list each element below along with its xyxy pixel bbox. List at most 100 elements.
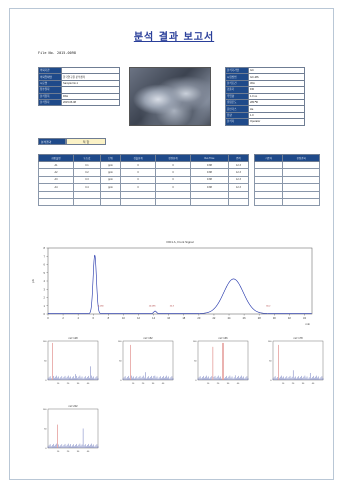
x-tick-label: 16	[167, 316, 170, 320]
x-tick-label: 20	[197, 316, 200, 320]
table-cell	[282, 197, 320, 207]
info-table-left: 의뢰기관 의뢰업체명 한국연구원 분석센터 시료명 Sample No.1 접수일자 분석항…	[38, 66, 120, 107]
table-cell: 12.3	[227, 175, 250, 185]
table-cell: A1	[38, 160, 74, 170]
mini-x-tick-label: 20	[292, 383, 295, 385]
column-header: 기준치	[253, 154, 284, 162]
table-row	[253, 197, 320, 207]
mini-chart: m/z 152 0 50 100 10 20 30 40	[118, 336, 174, 385]
mini-chart-title: m/z 166	[218, 336, 228, 340]
y-tick-label: 4	[44, 279, 46, 283]
mini-y-tick-label: 50	[44, 428, 47, 430]
y-tick-label: 6	[44, 263, 46, 267]
table-cell: 0.1	[72, 160, 102, 170]
table-row: A3 0.3 ppm 0 0 9.88 12.3	[38, 175, 250, 185]
info-right-value: 1.0	[248, 111, 305, 120]
mini-x-tick-label: 30	[302, 383, 305, 385]
table-cell: 9.88	[189, 183, 229, 192]
mini-y-tick-label: 50	[119, 360, 122, 362]
y-tick-label: 2	[44, 296, 46, 300]
peak-annotation: 6.180	[98, 306, 104, 308]
table-cell	[253, 183, 284, 192]
column-header: 검출한계	[120, 154, 157, 162]
info-right-row: 시험방법 GC-MS	[225, 73, 305, 81]
table-cell	[120, 197, 157, 207]
table-cell	[253, 168, 284, 177]
table-cell	[282, 190, 320, 199]
table-row	[253, 168, 320, 177]
table-cell	[38, 190, 74, 199]
info-right-row: 컬럼온도 280 ℃	[225, 98, 305, 107]
x-tick-label: 4	[77, 316, 79, 320]
column-header: 농도값	[72, 154, 102, 162]
mini-x-tick-label: 30	[227, 383, 230, 385]
x-tick-label: 28	[258, 316, 261, 320]
x-tick-label: 10	[122, 316, 125, 320]
chart-title: FID1 A, Front Signal	[166, 240, 193, 244]
info-left-row: 의뢰업체명 한국연구원 분석센터	[38, 73, 120, 81]
info-left-row: 시료명 Sample No.1	[38, 79, 120, 88]
mini-chart: m/z 178 0 50 100 10 20 30 40	[268, 336, 324, 385]
mini-x-tick-label: 10	[57, 451, 60, 453]
mini-chart: m/z 166 0 50 100 10 20 30 40	[193, 336, 249, 385]
table-cell: 9.88	[189, 175, 229, 185]
info-left-value: 한국연구원 분석센터	[61, 73, 120, 81]
column-header: 단위	[99, 154, 122, 162]
table-row: A4 0.4 ppm 0 0 9.88 12.3	[38, 183, 250, 192]
table-cell: ppm	[99, 183, 122, 192]
column-header: Ret.Time	[189, 154, 229, 162]
mini-x-tick-label: 10	[57, 383, 60, 385]
info-right-value: 1.0 uL	[248, 92, 305, 100]
x-tick-label: 0	[47, 316, 49, 320]
table-cell: ppm	[99, 160, 122, 170]
mini-plot-frame	[272, 340, 324, 381]
table-cell	[253, 197, 284, 207]
info-right-value: He	[248, 105, 305, 113]
info-left-row: 접수일자	[38, 86, 120, 94]
table-row: A2 0.2 ppm 0 0 9.88 12.3	[38, 168, 250, 177]
info-right-value: GC	[248, 66, 305, 75]
table-row	[253, 160, 320, 170]
table-cell	[282, 160, 320, 170]
table-row	[38, 190, 250, 199]
mini-plot-frame	[47, 340, 99, 381]
table-cell	[72, 190, 102, 199]
table-row	[38, 197, 250, 207]
mini-y-tick-label: 0	[45, 380, 47, 382]
table-cell: 0.2	[72, 168, 102, 177]
mini-y-tick-label: 0	[45, 448, 47, 450]
table-cell: 0.3	[72, 175, 102, 185]
peak-annotation: 16.3	[170, 306, 175, 308]
result-value: 적 합	[66, 138, 106, 145]
table-cell: 9.88	[189, 160, 229, 170]
table-cell: A4	[38, 183, 74, 192]
peak-annotation: 30.2	[266, 306, 271, 308]
mini-x-tick-label: 10	[207, 383, 210, 385]
results-table: 화합물명 농도값 단위 검출한계 정량한계 Ret.Time 면적 A1 0.1 ppm 0 0 9.…	[38, 154, 250, 207]
y-tick-label: 7	[44, 254, 46, 258]
mini-x-tick-label: 20	[217, 383, 220, 385]
result-row: 분석결과 적 합	[38, 138, 106, 145]
info-right-row: 검출기 FID	[225, 86, 305, 94]
info-left-key: 분석일자	[38, 98, 62, 107]
table-cell: 0.4	[72, 183, 102, 192]
table-cell: 12.3	[227, 168, 250, 177]
column-header: 화합물명	[38, 154, 74, 162]
table-row	[253, 190, 320, 199]
x-tick-label: 30	[273, 316, 276, 320]
x-tick-label: 6	[93, 316, 95, 320]
info-right-row: 운반가스 He	[225, 105, 305, 113]
mini-y-tick-label: 100	[43, 409, 47, 411]
mini-x-tick-label: 40	[237, 383, 240, 385]
info-right-row: 분석기기명 GC	[225, 66, 305, 75]
table-cell: ppm	[99, 175, 122, 185]
table-cell	[282, 168, 320, 177]
table-cell: 0	[155, 175, 191, 185]
info-right-row: 유량 1.0	[225, 111, 305, 120]
info-left-row: 분석항목 PAH	[38, 92, 120, 100]
mini-y-tick-label: 50	[269, 360, 272, 362]
mini-y-tick-label: 0	[270, 380, 272, 382]
mini-x-tick-label: 20	[67, 383, 70, 385]
table-cell: 0	[155, 183, 191, 192]
